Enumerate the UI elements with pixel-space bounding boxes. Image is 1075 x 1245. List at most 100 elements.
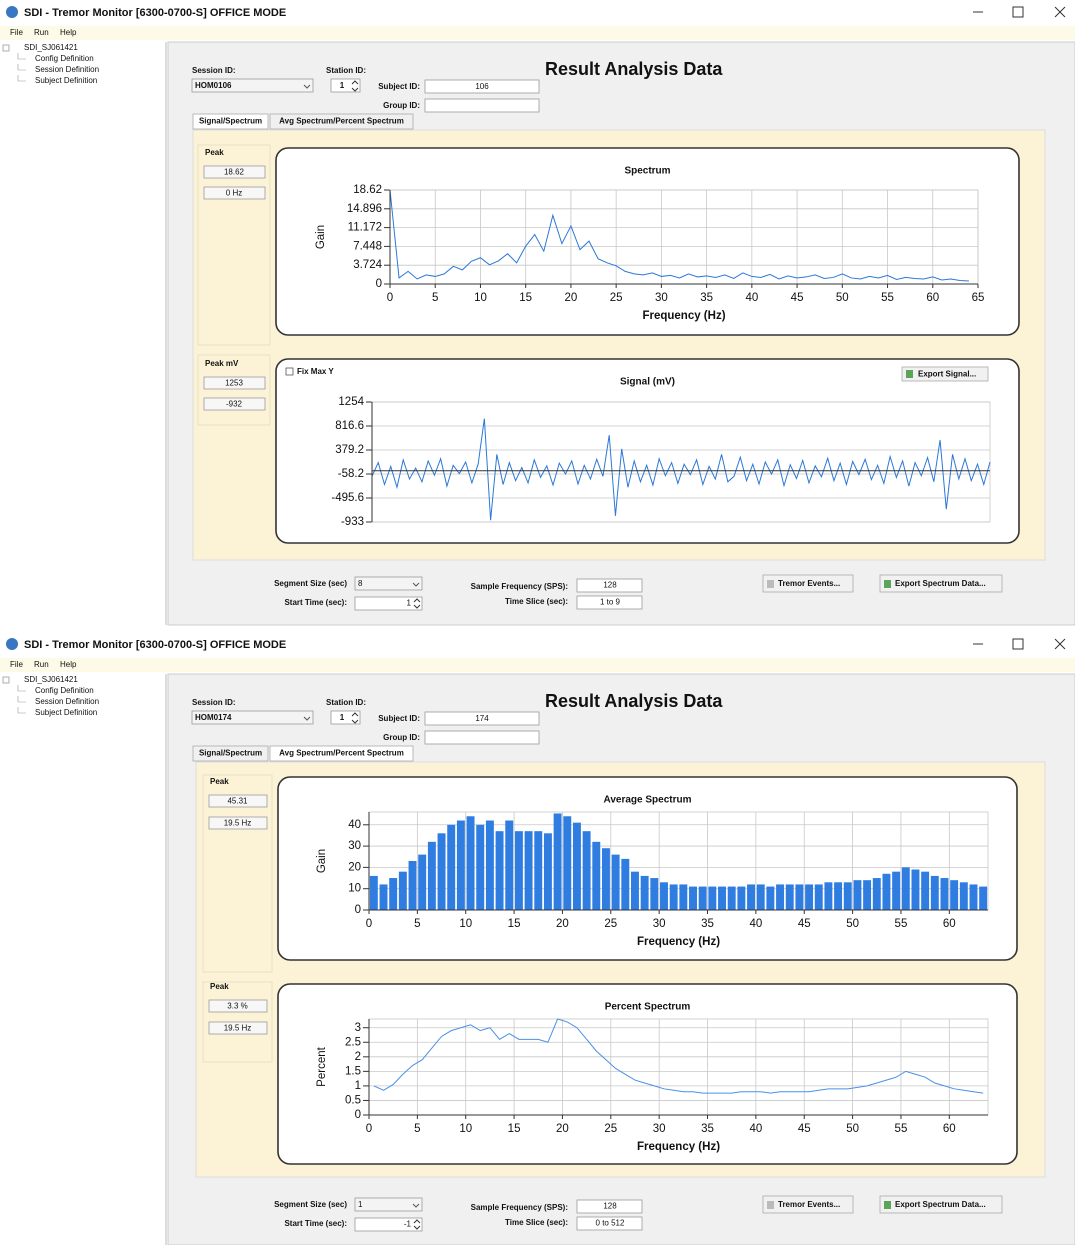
- app-icon: [6, 6, 18, 18]
- tree-item[interactable]: Session Definition: [35, 697, 99, 706]
- tab[interactable]: [269, 745, 414, 762]
- tab[interactable]: [269, 113, 414, 130]
- session-value: HOM0106: [195, 81, 232, 90]
- footer-label: Segment Size (sec): [274, 1200, 347, 1209]
- app-window: SDI - Tremor Monitor [6300-0700-S] OFFIC…: [0, 6, 1075, 626]
- x-tick-label: 25: [610, 292, 623, 304]
- slice-box: [576, 595, 643, 610]
- x-tick-label: 10: [474, 292, 487, 304]
- x-tick-label: 65: [972, 292, 985, 304]
- x-tick-label: 15: [508, 918, 521, 930]
- x-tick-label: 15: [519, 292, 532, 304]
- spinner-arrows: [413, 598, 421, 609]
- menu-item[interactable]: Help: [60, 28, 77, 37]
- x-tick-label: 45: [798, 918, 811, 930]
- export-spectrum-button[interactable]: [879, 574, 1003, 593]
- button-icon: [767, 1201, 774, 1209]
- x-tick-label: 55: [895, 1123, 908, 1135]
- field-label: Subject ID:: [378, 82, 420, 91]
- x-tick-label: 45: [791, 292, 804, 304]
- footer-label: Segment Size (sec): [274, 579, 347, 588]
- bar: [940, 878, 949, 910]
- export-spectrum-button[interactable]: [879, 1195, 1003, 1214]
- menu-item[interactable]: File: [10, 28, 23, 37]
- footer-label: Sample Frequency (SPS):: [471, 582, 568, 591]
- bar: [747, 884, 756, 910]
- tab-label: Signal/Spectrum: [199, 749, 262, 758]
- tree-item[interactable]: Session Definition: [35, 65, 99, 74]
- bar: [650, 878, 659, 910]
- tree-item[interactable]: Subject Definition: [35, 708, 97, 717]
- tree-item[interactable]: Config Definition: [35, 686, 94, 695]
- x-axis-label: Frequency (Hz): [637, 1141, 720, 1153]
- chart-frame: [275, 358, 1020, 544]
- tree-line: [17, 696, 26, 703]
- close-button[interactable]: [1054, 638, 1066, 650]
- bar: [669, 884, 678, 910]
- bar: [379, 884, 388, 910]
- maximize-button[interactable]: [1012, 638, 1024, 650]
- x-tick-label: 15: [508, 1123, 521, 1135]
- x-tick-label: 35: [701, 1123, 714, 1135]
- x-tick-label: 60: [943, 1123, 956, 1135]
- bar: [834, 882, 843, 910]
- checkbox[interactable]: [285, 367, 294, 376]
- tree-item[interactable]: Config Definition: [35, 54, 94, 63]
- segment-dropdown[interactable]: [354, 576, 423, 591]
- x-tick-label: 40: [745, 292, 758, 304]
- tremor-events-button[interactable]: [762, 574, 854, 593]
- export-signal-button[interactable]: [901, 366, 989, 382]
- field-label: Subject ID:: [378, 714, 420, 723]
- peak-value: 45.31: [227, 797, 248, 806]
- bar: [389, 878, 398, 910]
- peak-label: Peak mV: [205, 359, 239, 368]
- dropdown-arrow: [412, 582, 420, 587]
- button-label: Tremor Events...: [778, 579, 840, 588]
- menu-item[interactable]: Help: [60, 660, 77, 669]
- menu-item[interactable]: File: [10, 660, 23, 669]
- tab[interactable]: [192, 113, 269, 130]
- bar: [640, 875, 649, 910]
- y-tick-label: 0: [376, 278, 382, 290]
- y-tick-label: 2.5: [345, 1036, 361, 1048]
- peak-panel: [197, 354, 271, 426]
- menu-item[interactable]: Run: [34, 660, 49, 669]
- session-dropdown[interactable]: [191, 710, 314, 725]
- x-tick-label: 45: [798, 1123, 811, 1135]
- button-label: Tremor Events...: [778, 1200, 840, 1209]
- start-spinner[interactable]: [354, 596, 423, 611]
- spinner-arrows: [351, 712, 359, 724]
- bar: [418, 854, 427, 910]
- subject-input[interactable]: [424, 711, 540, 726]
- button-label: Export Signal...: [918, 370, 976, 379]
- tree-line: [17, 53, 26, 60]
- start-spinner[interactable]: [354, 1217, 423, 1232]
- group-input[interactable]: [424, 730, 540, 745]
- tree-item[interactable]: Subject Definition: [35, 76, 97, 85]
- x-tick-label: 10: [459, 1123, 472, 1135]
- bar: [679, 884, 688, 910]
- maximize-button[interactable]: [1012, 6, 1024, 18]
- tremor-events-button[interactable]: [762, 1195, 854, 1214]
- segment-dropdown[interactable]: [354, 1197, 423, 1212]
- y-tick-label: 10: [348, 883, 361, 895]
- y-tick-label: 30: [348, 840, 361, 852]
- group-input[interactable]: [424, 98, 540, 113]
- start-value: -1: [404, 1220, 412, 1229]
- tree-line: [17, 685, 26, 692]
- bar: [698, 886, 707, 910]
- tab[interactable]: [192, 745, 269, 762]
- data-line: [389, 189, 969, 282]
- slice-box: [576, 1216, 643, 1231]
- bar: [718, 886, 726, 910]
- peak-box: [208, 999, 268, 1013]
- x-tick-label: 0: [366, 918, 372, 930]
- close-button[interactable]: [1054, 6, 1066, 18]
- bar: [631, 871, 639, 910]
- subject-input[interactable]: [424, 79, 540, 94]
- session-dropdown[interactable]: [191, 78, 314, 93]
- menu-item[interactable]: Run: [34, 28, 49, 37]
- x-tick-label: 5: [414, 1123, 420, 1135]
- peak-box: [203, 186, 266, 200]
